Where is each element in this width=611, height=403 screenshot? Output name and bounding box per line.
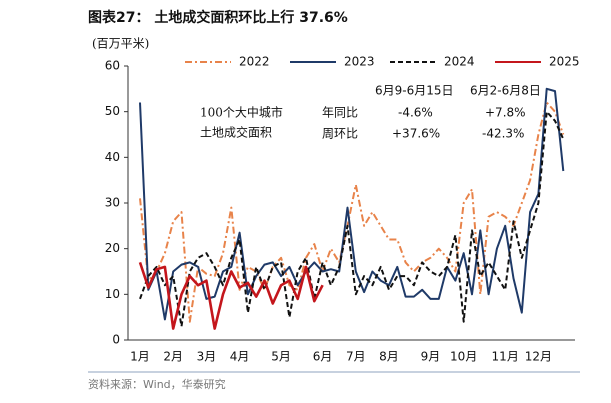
annotation: -4.6%	[398, 106, 433, 120]
y-tick-label: 30	[105, 196, 120, 210]
y-tick-label: 60	[105, 59, 120, 73]
annotation: 年同比	[322, 106, 358, 120]
legend-label: 2023	[344, 55, 375, 69]
annotation: -42.3%	[482, 127, 524, 141]
annotation: 6月2-6月8日	[470, 84, 541, 98]
x-tick-label: 1月	[130, 350, 150, 364]
x-tick-label: 6月	[313, 350, 333, 364]
x-tick-label: 2月	[163, 350, 183, 364]
x-tick-label: 10月	[450, 350, 477, 364]
x-tick-label: 5月	[271, 350, 291, 364]
annotation: +37.6%	[392, 127, 440, 141]
x-tick-label: 7月	[346, 350, 366, 364]
y-tick-label: 0	[112, 333, 120, 347]
line-series	[139, 101, 565, 323]
legend-label: 2025	[549, 55, 580, 69]
x-tick-label: 9月	[421, 350, 441, 364]
y-axis-label: (百万平米)	[92, 37, 149, 51]
x-tick-label: 4月	[230, 350, 250, 364]
legend-label: 2022	[239, 55, 270, 69]
x-tick-label: 3月	[197, 350, 217, 364]
x-tick-label: 11月	[492, 350, 519, 364]
y-tick-label: 40	[105, 150, 120, 164]
y-tick-label: 50	[105, 104, 120, 118]
annotation: +7.8%	[485, 106, 526, 120]
annotation: 周环比	[322, 127, 358, 141]
x-tick-label: 12月	[525, 350, 552, 364]
annotation: 土地成交面积	[200, 125, 272, 140]
legend-label: 2024	[444, 55, 475, 69]
x-tick-label: 8月	[379, 350, 399, 364]
annotation: 100个大中城市	[200, 105, 283, 120]
chart-title: 图表27： 土地成交面积环比上行 37.6%	[88, 9, 348, 26]
line-series	[138, 261, 324, 330]
y-tick-label: 10	[105, 287, 120, 301]
annotation: 6月9-6月15日	[375, 84, 454, 98]
y-tick-label: 20	[105, 241, 120, 255]
line-series	[139, 87, 565, 321]
line-series	[139, 110, 565, 328]
source: 资料来源：Wind，华泰研究	[88, 377, 226, 391]
